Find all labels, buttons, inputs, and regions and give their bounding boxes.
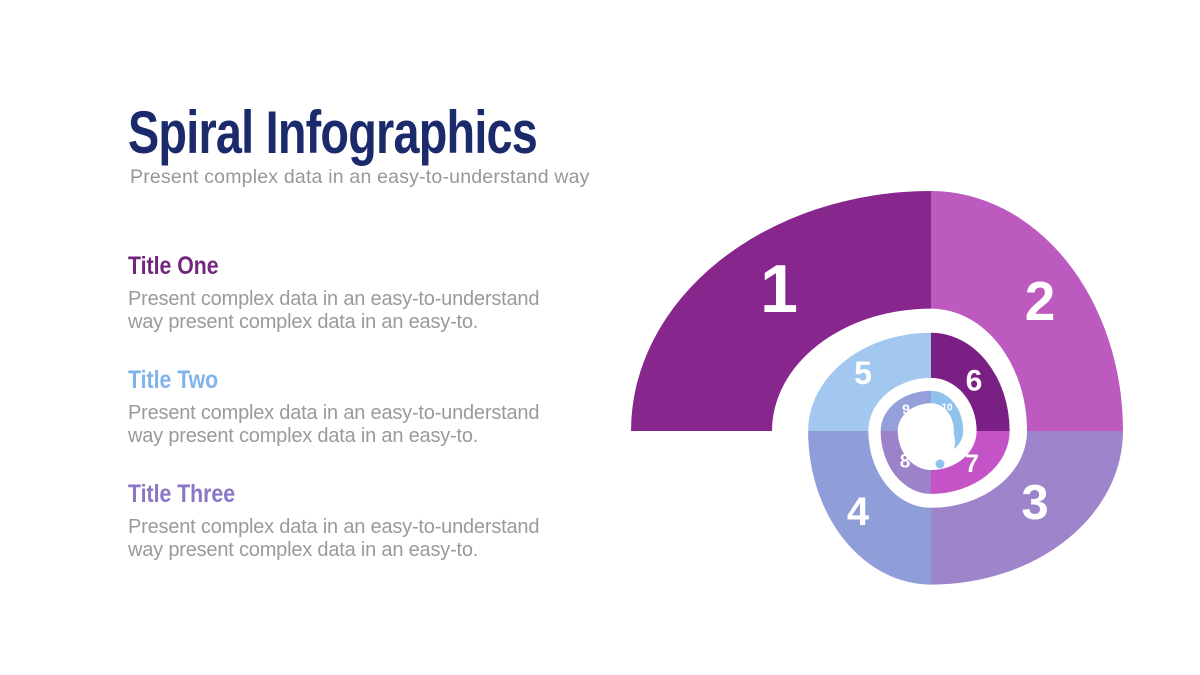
spiral-segment-9	[880, 390, 931, 431]
spiral-number-3: 3	[1021, 476, 1048, 530]
spiral-segment-6	[931, 332, 1010, 431]
spiral-number-7: 7	[965, 450, 979, 478]
section-three-body: Present complex data in an easy-to-under…	[128, 516, 598, 562]
section-two-title: Title Two	[128, 366, 219, 394]
section-two: Title Two Present complex data in an eas…	[128, 366, 598, 448]
spiral-segment-7	[931, 431, 1010, 494]
spiral-number-4: 4	[847, 490, 870, 534]
spiral-number-9: 9	[902, 401, 910, 417]
section-three-body-line-2: way present complex data in an easy-to.	[128, 539, 479, 561]
spiral-number-5: 5	[854, 355, 872, 391]
spiral-number-1: 1	[760, 251, 798, 327]
spiral-eye	[909, 419, 955, 465]
spiral-segment-2	[931, 191, 1123, 431]
section-one-body: Present complex data in an easy-to-under…	[128, 288, 598, 334]
page-subtitle: Present complex data in an easy-to-under…	[130, 166, 590, 188]
section-two-body: Present complex data in an easy-to-under…	[128, 402, 598, 448]
spiral-number-6: 6	[966, 365, 983, 398]
section-two-body-line-2: way present complex data in an easy-to.	[128, 425, 479, 447]
spiral-number-8: 8	[900, 452, 911, 473]
spiral-hook-tip	[935, 459, 945, 469]
spiral-segment-10	[931, 390, 964, 431]
spiral-segment-4	[808, 431, 931, 585]
section-three-body-line-1: Present complex data in an easy-to-under…	[128, 516, 540, 538]
page-title: Spiral Infographics	[128, 99, 538, 166]
section-one-title: Title One	[128, 252, 219, 280]
spiral-segment-3	[931, 431, 1123, 585]
spiral-number-2: 2	[1025, 270, 1056, 332]
spiral-segment-5	[808, 332, 931, 431]
section-three-title: Title Three	[128, 480, 236, 508]
section-one-body-line-1: Present complex data in an easy-to-under…	[128, 288, 540, 310]
section-one: Title One Present complex data in an eas…	[128, 252, 598, 334]
section-one-body-line-2: way present complex data in an easy-to.	[128, 311, 479, 333]
spiral-segment-1	[631, 191, 931, 431]
spiral-number-10: 10	[941, 403, 953, 414]
section-two-body-line-1: Present complex data in an easy-to-under…	[128, 402, 540, 424]
spiral-segment-8	[880, 431, 931, 494]
section-three: Title Three Present complex data in an e…	[128, 480, 598, 562]
